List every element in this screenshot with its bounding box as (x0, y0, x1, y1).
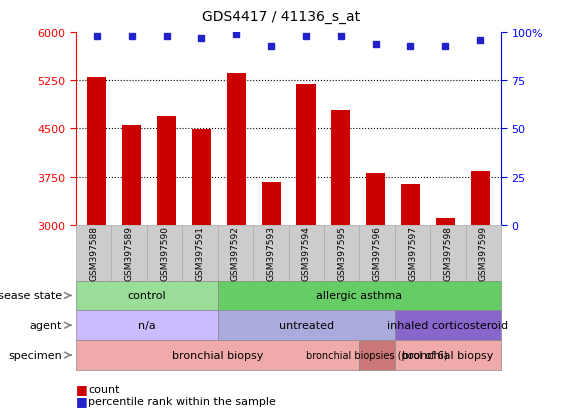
Text: GSM397598: GSM397598 (444, 225, 453, 280)
Bar (192, 130, 211, 225)
Bar (331, 111, 350, 225)
Text: bronchial biopsy: bronchial biopsy (172, 350, 263, 360)
Text: GSM397595: GSM397595 (337, 225, 346, 280)
Bar (227, 74, 246, 225)
Text: GSM397593: GSM397593 (266, 225, 275, 280)
Bar (157, 116, 176, 225)
Text: GSM397591: GSM397591 (195, 225, 204, 280)
Text: ■: ■ (76, 382, 88, 395)
Text: GSM397590: GSM397590 (160, 225, 169, 280)
Text: ■: ■ (76, 394, 88, 408)
Bar (122, 126, 141, 225)
Text: specimen: specimen (8, 350, 62, 360)
Text: inhaled corticosteroid: inhaled corticosteroid (387, 320, 508, 330)
Text: GSM397589: GSM397589 (124, 225, 133, 280)
Bar (296, 85, 315, 225)
Text: count: count (88, 384, 120, 394)
Text: GSM397599: GSM397599 (479, 225, 488, 280)
Text: agent: agent (29, 320, 62, 330)
Text: GSM397594: GSM397594 (302, 225, 311, 280)
Text: disease state: disease state (0, 291, 62, 301)
Text: bronchial biopsies (pool of 6): bronchial biopsies (pool of 6) (306, 350, 448, 360)
Bar (87, 78, 106, 225)
Text: GDS4417 / 41136_s_at: GDS4417 / 41136_s_at (203, 10, 360, 24)
Text: GSM397597: GSM397597 (408, 225, 417, 280)
Text: bronchial biopsy: bronchial biopsy (402, 350, 494, 360)
Text: GSM397592: GSM397592 (231, 225, 240, 280)
Text: GSM397588: GSM397588 (89, 225, 98, 280)
Bar (401, 184, 420, 225)
Text: n/a: n/a (138, 320, 156, 330)
Bar (436, 219, 455, 225)
Text: allergic asthma: allergic asthma (316, 291, 403, 301)
Text: control: control (128, 291, 166, 301)
Bar (471, 171, 490, 225)
Text: untreated: untreated (279, 320, 334, 330)
Bar (366, 173, 385, 225)
Bar (262, 183, 281, 225)
Text: percentile rank within the sample: percentile rank within the sample (88, 396, 276, 406)
Text: GSM397596: GSM397596 (373, 225, 382, 280)
